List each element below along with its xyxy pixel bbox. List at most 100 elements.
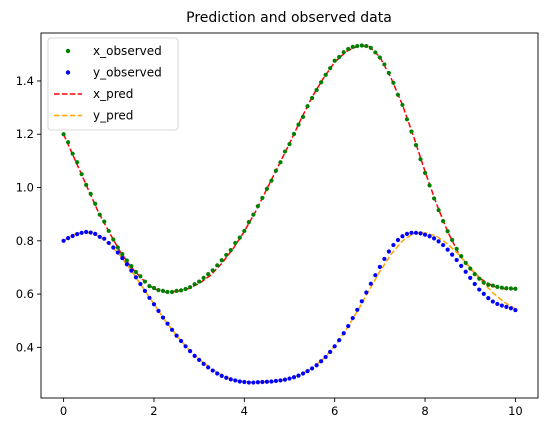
y-observed-point bbox=[404, 231, 410, 236]
x-observed-point bbox=[404, 117, 410, 122]
y-observed-point bbox=[160, 315, 166, 320]
x-observed-point bbox=[188, 285, 193, 290]
x-observed-point bbox=[431, 196, 437, 201]
x-observed-point bbox=[282, 149, 288, 154]
x-tick-label: 0 bbox=[60, 404, 67, 418]
x-observed-point bbox=[120, 252, 125, 257]
y-observed-point bbox=[260, 379, 265, 385]
x-observed-point bbox=[255, 204, 260, 209]
x-observed-point bbox=[88, 191, 93, 197]
y-observed-point bbox=[445, 247, 450, 252]
legend: x_observed y_observed x_pred y_pred bbox=[47, 37, 179, 131]
y-observed-point bbox=[499, 303, 504, 308]
y-observed-point bbox=[197, 357, 202, 362]
x-observed-point bbox=[355, 43, 360, 49]
y-tick-label: 1.2 bbox=[16, 127, 34, 141]
y-observed-point bbox=[459, 263, 464, 268]
legend-label-x-observed: x_observed bbox=[93, 44, 162, 58]
y-observed-point bbox=[97, 234, 102, 239]
y-observed-point bbox=[364, 290, 369, 295]
y-observed-point bbox=[486, 295, 491, 301]
y-tick-label: 1.4 bbox=[16, 74, 34, 88]
x-observed-point bbox=[499, 285, 504, 290]
x-tick-label: 2 bbox=[150, 404, 157, 418]
y-observed-point bbox=[427, 234, 432, 239]
y-observed-point bbox=[66, 236, 71, 241]
x-observed-point bbox=[224, 252, 229, 258]
y-observed-point bbox=[513, 307, 518, 313]
y-observed-point bbox=[309, 366, 315, 371]
x-observed-point bbox=[138, 274, 143, 279]
y-observed-point bbox=[138, 281, 143, 287]
y-observed-point bbox=[129, 268, 134, 273]
y-observed-point bbox=[355, 307, 360, 312]
x-observed-point bbox=[463, 260, 468, 266]
y-observed-point bbox=[391, 242, 396, 248]
x-observed-point bbox=[174, 288, 179, 293]
x-observed-point bbox=[278, 160, 283, 165]
y-observed-point bbox=[120, 256, 125, 261]
y-observed-point bbox=[61, 238, 66, 243]
x-observed-point bbox=[273, 168, 279, 173]
x-observed-point bbox=[468, 266, 473, 271]
y-observed-point bbox=[341, 331, 346, 336]
x-observed-point bbox=[323, 72, 328, 77]
x-observed-point bbox=[350, 44, 355, 49]
x-observed-point bbox=[391, 80, 396, 85]
y-observed-point bbox=[75, 232, 80, 237]
x-observed-point bbox=[373, 50, 378, 55]
x-observed-point bbox=[445, 229, 450, 234]
y-observed-point bbox=[454, 257, 459, 263]
x-observed-point bbox=[495, 284, 500, 289]
y-observed-point bbox=[368, 281, 373, 286]
y-observed-point bbox=[382, 256, 387, 262]
x-observed-point bbox=[129, 264, 134, 269]
x-observed-point bbox=[368, 45, 373, 51]
y-observed-point bbox=[147, 295, 152, 300]
y-observed-point bbox=[264, 379, 270, 384]
y-observed-point bbox=[251, 380, 256, 385]
y-observed-point bbox=[463, 269, 468, 274]
legend-marker-y-observed bbox=[65, 70, 71, 75]
x-observed-point bbox=[481, 280, 486, 285]
x-observed-point bbox=[142, 279, 148, 284]
y-observed-point bbox=[169, 327, 175, 332]
x-observed-point bbox=[197, 279, 202, 284]
x-tick-label: 10 bbox=[508, 404, 523, 418]
x-observed-point bbox=[233, 240, 238, 246]
y-observed-point bbox=[269, 379, 274, 384]
y-observed-point bbox=[215, 371, 220, 376]
y-observed-point bbox=[79, 230, 84, 235]
x-observed-point bbox=[300, 114, 306, 120]
x-observed-point bbox=[242, 228, 247, 234]
y-observed-point bbox=[233, 378, 238, 383]
y-observed-point bbox=[436, 239, 441, 244]
y-observed-point bbox=[291, 375, 297, 380]
y-observed-point bbox=[328, 349, 333, 355]
y-observed-point bbox=[210, 368, 215, 373]
x-observed-point bbox=[319, 80, 324, 85]
x-observed-point bbox=[165, 289, 170, 295]
y-observed-point bbox=[413, 230, 419, 235]
x-observed-point bbox=[237, 235, 242, 240]
y-observed-point bbox=[156, 308, 161, 313]
x-observed-point bbox=[61, 132, 66, 137]
x-observed-point bbox=[287, 142, 292, 147]
y-observed-point bbox=[255, 380, 260, 385]
x-observed-point bbox=[504, 286, 509, 291]
y-observed-point bbox=[472, 281, 477, 287]
x-observed-point bbox=[151, 285, 157, 291]
x-observed-point bbox=[309, 95, 315, 101]
y-observed-point bbox=[346, 323, 351, 329]
x-observed-point bbox=[93, 201, 98, 206]
x-observed-point bbox=[156, 288, 161, 293]
y-observed-point bbox=[377, 264, 382, 270]
y-observed-point bbox=[165, 321, 170, 326]
x-observed-point bbox=[337, 54, 342, 60]
y-observed-point bbox=[178, 338, 184, 344]
y-observed-point bbox=[142, 288, 148, 293]
x-observed-point bbox=[364, 43, 369, 49]
legend-label-y-observed: y_observed bbox=[93, 66, 162, 80]
y-observed-point bbox=[228, 377, 233, 382]
